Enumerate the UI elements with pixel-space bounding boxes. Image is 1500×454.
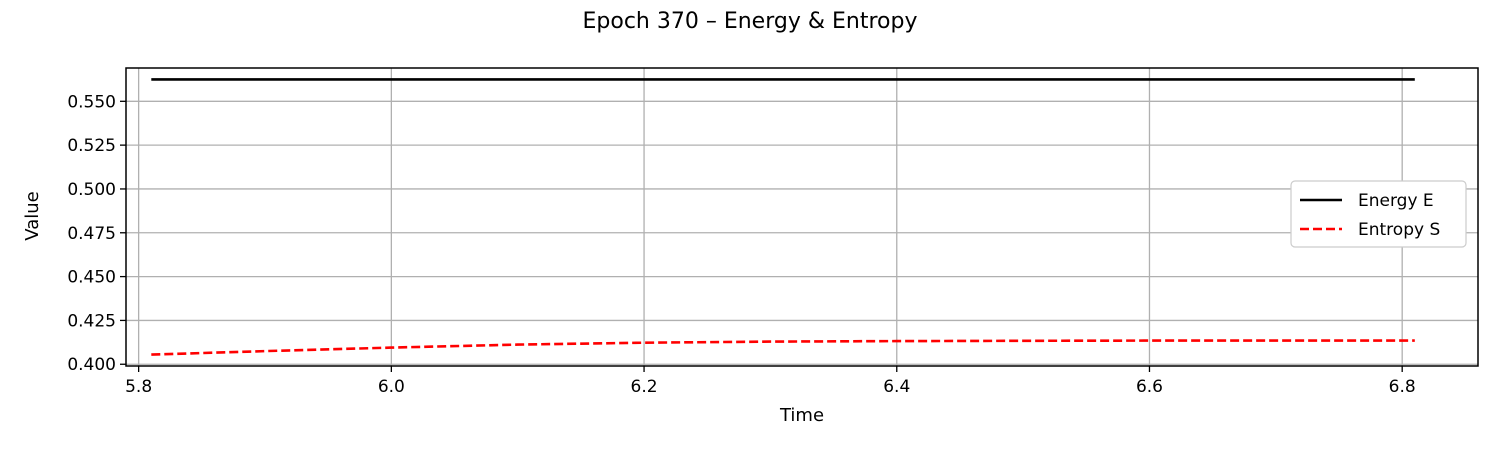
y-tick-label: 0.525: [67, 136, 116, 156]
x-tick-label: 6.0: [378, 377, 405, 397]
legend-box: [1290, 180, 1467, 248]
y-tick-label: 0.500: [67, 180, 116, 200]
y-tick-label: 0.475: [67, 224, 116, 244]
legend-label-energy: Energy E: [1358, 191, 1434, 211]
x-axis-label: Time: [779, 405, 824, 426]
y-tick-label: 0.425: [67, 311, 116, 331]
grid-lines: [126, 68, 1478, 366]
series-lines: [151, 78, 1415, 356]
y-axis-label: Value: [22, 191, 43, 240]
legend-label-entropy: Entropy S: [1358, 220, 1440, 240]
legend: Energy E Entropy S: [1290, 180, 1467, 248]
x-tick-label: 6.2: [631, 377, 658, 397]
chart-title: Epoch 370 – Energy & Entropy: [583, 9, 918, 34]
x-tick-label: 6.4: [883, 377, 910, 397]
x-axis-ticks: 5.8 6.0 6.2 6.4 6.6 6.8: [125, 366, 1416, 397]
plot-frame: [125, 67, 1479, 367]
y-tick-label: 0.550: [67, 92, 116, 112]
series-line-entropy: [151, 339, 1415, 356]
x-tick-label: 5.8: [125, 377, 152, 397]
y-tick-label: 0.450: [67, 268, 116, 288]
y-tick-label: 0.400: [67, 355, 116, 375]
x-tick-label: 6.6: [1136, 377, 1163, 397]
y-axis-ticks: 0.400 0.425 0.450 0.475 0.500 0.525 0.550: [67, 92, 126, 375]
x-tick-label: 6.8: [1389, 377, 1416, 397]
